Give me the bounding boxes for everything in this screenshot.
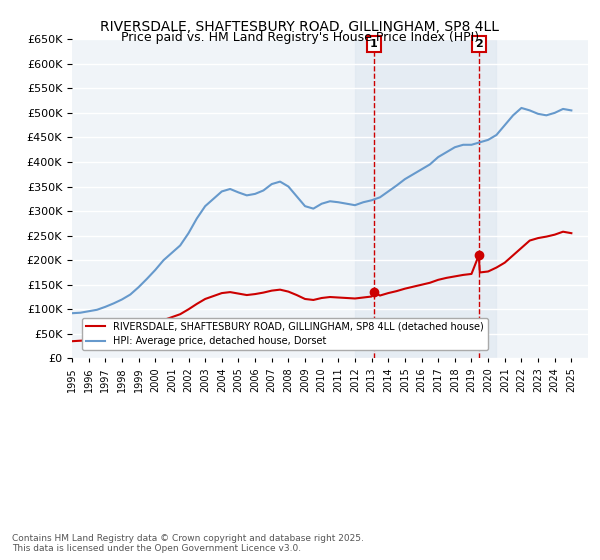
Text: Price paid vs. HM Land Registry's House Price Index (HPI): Price paid vs. HM Land Registry's House …	[121, 31, 479, 44]
Text: RIVERSDALE, SHAFTESBURY ROAD, GILLINGHAM, SP8 4LL: RIVERSDALE, SHAFTESBURY ROAD, GILLINGHAM…	[101, 20, 499, 34]
Bar	[355, 39, 496, 358]
Text: 1: 1	[370, 39, 377, 49]
Legend: RIVERSDALE, SHAFTESBURY ROAD, GILLINGHAM, SP8 4LL (detached house), HPI: Average: RIVERSDALE, SHAFTESBURY ROAD, GILLINGHAM…	[82, 318, 488, 351]
Text: 2: 2	[475, 39, 482, 49]
Text: Contains HM Land Registry data © Crown copyright and database right 2025.
This d: Contains HM Land Registry data © Crown c…	[12, 534, 364, 553]
